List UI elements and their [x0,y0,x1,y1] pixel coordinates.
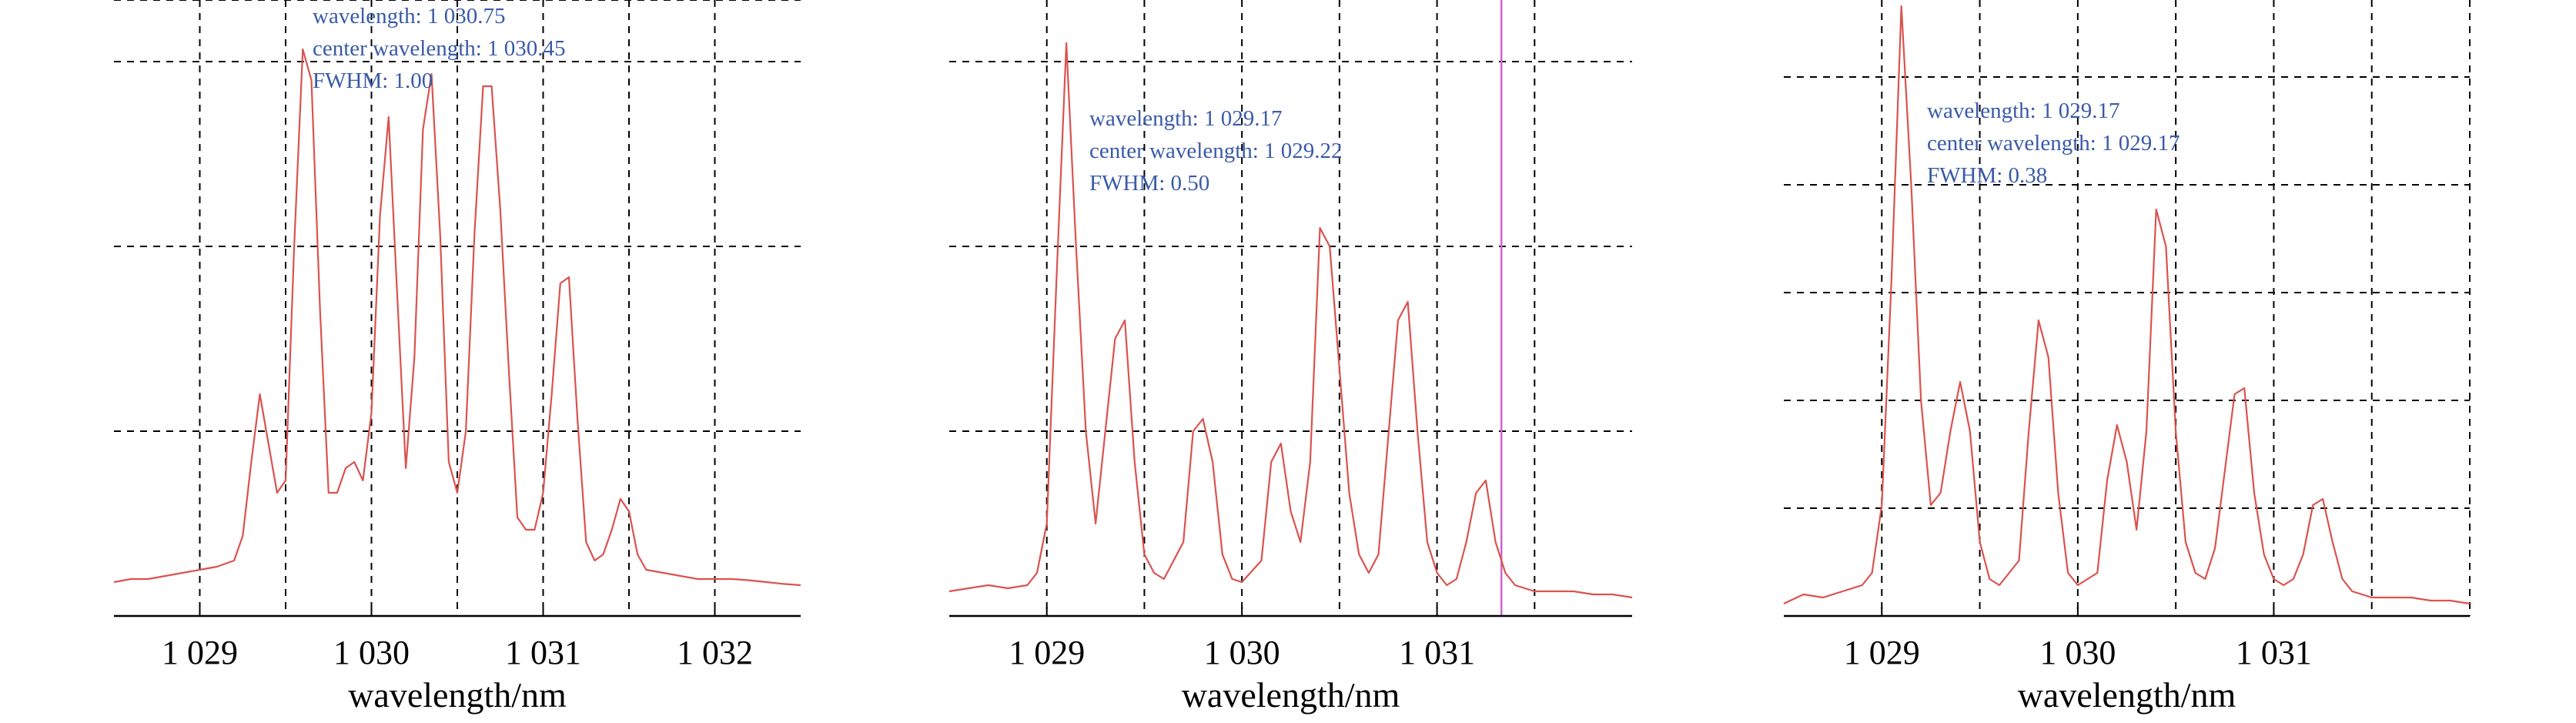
x-tick-label: 1 031 [505,634,581,671]
peak-annotation: FWHM: 1.00 [313,69,433,93]
peak-annotation: wavelength: 1 029.17 [1927,99,2119,123]
spectrum-line [948,42,1633,599]
x-tick-label: 1 031 [1399,634,1475,671]
x-axis-label: wavelength/nm [2018,675,2236,715]
peak-annotation: center wavelength: 1 029.22 [1089,139,1343,163]
spectrum-line [113,48,801,587]
peak-annotation: FWHM: 0.50 [1089,171,1209,196]
x-tick-label: 1 029 [1844,634,1920,671]
peak-annotation: wavelength: 1 030.75 [313,4,505,28]
chart-panel-2: 1 029 1 030 1 031 wavelength/nm wavelength: … [948,0,1633,715]
peak-annotation: center wavelength: 1 030.45 [313,36,566,61]
x-tick-label: 1 029 [1009,634,1085,671]
spectrum-line [1783,5,2471,605]
x-tick-label: 1 030 [333,634,410,671]
peak-annotation: wavelength: 1 029.17 [1089,106,1282,131]
chart-panel-1: 1 029 1 030 1 031 1 032 wavelength/nm wavelen… [113,0,801,715]
peak-annotation: center wavelength: 1 029.17 [1927,131,2180,156]
peak-annotation: FWHM: 0.38 [1927,163,2047,188]
x-tick-label: 1 030 [1204,634,1280,671]
x-axis-label: wavelength/nm [1182,675,1400,715]
x-tick-label: 1 029 [162,634,238,671]
x-tick-label: 1 030 [2039,634,2116,671]
x-axis-label: wavelength/nm [348,675,567,715]
x-tick-label: 1 032 [677,634,753,671]
x-tick-label: 1 031 [2236,634,2312,671]
